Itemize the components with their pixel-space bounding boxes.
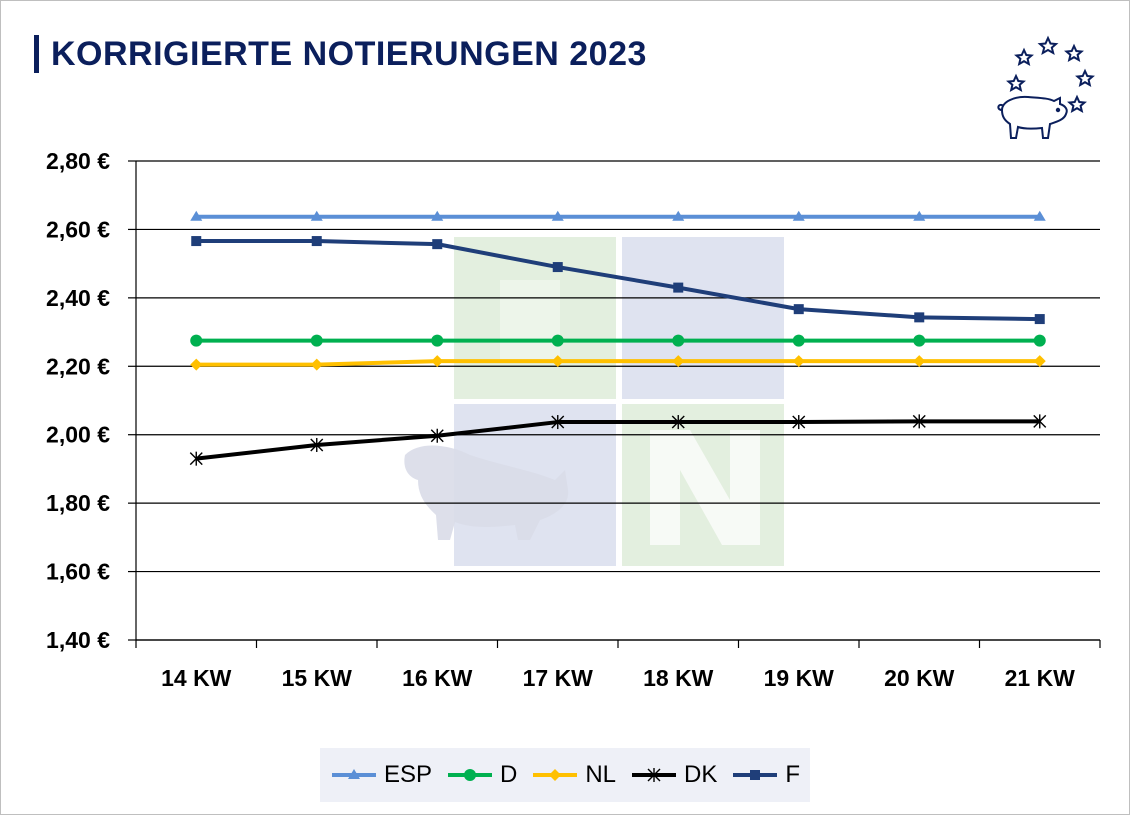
data-point — [1033, 334, 1046, 347]
legend-symbol-icon — [632, 768, 677, 782]
data-point — [310, 437, 324, 452]
data-point — [431, 334, 444, 347]
watermark-logo-icon — [404, 237, 784, 566]
legend-symbol-icon — [447, 769, 492, 781]
data-point — [311, 236, 322, 247]
x-axis-tick-labels: 14 KW 15 KW 16 KW 17 KW 18 KW 19 KW 20 KW 21 KW — [161, 665, 1075, 691]
legend-item-nl: NL — [531, 761, 616, 789]
pig-stars-logo-icon — [997, 35, 1095, 139]
y-tick-label: 1,80 € — [46, 490, 110, 516]
legend-label: D — [499, 761, 518, 788]
data-point — [552, 262, 563, 273]
data-point — [551, 210, 564, 221]
legend-item-esp: ESP — [330, 761, 432, 789]
data-point — [310, 358, 323, 371]
data-point — [431, 210, 444, 221]
legend-symbol-icon — [331, 769, 376, 779]
data-point — [431, 355, 444, 368]
data-point — [190, 358, 203, 371]
series-nl — [190, 355, 1046, 371]
y-tick-label: 2,20 € — [46, 353, 110, 379]
data-point — [913, 355, 926, 368]
data-point — [189, 451, 203, 466]
legend-marker — [347, 769, 360, 779]
legend-label: ESP — [383, 761, 432, 788]
chart-gridlines — [136, 160, 1100, 641]
data-point — [432, 239, 443, 250]
series-line — [196, 419, 1040, 461]
y-tick-label: 1,40 € — [46, 627, 110, 653]
legend-symbol-icon — [533, 769, 578, 781]
data-point — [1033, 414, 1047, 429]
y-axis-tick-labels: 1,40 € 1,60 € 1,80 € 2,00 € 2,20 € 2,40 € 2,60… — [46, 148, 110, 653]
data-point — [793, 304, 804, 315]
data-point — [310, 334, 323, 347]
data-point — [1034, 314, 1045, 325]
title-accent-bar — [34, 35, 39, 73]
x-tick-label: 20 KW — [884, 665, 955, 691]
data-point — [672, 355, 685, 368]
legend-label: DK — [684, 761, 718, 788]
data-point — [792, 334, 805, 347]
data-point — [430, 428, 444, 443]
data-point — [310, 210, 323, 221]
data-point — [190, 210, 203, 221]
data-point — [551, 334, 564, 347]
data-point — [792, 355, 805, 368]
data-point — [191, 236, 202, 247]
legend-marker — [750, 770, 761, 780]
legend-item-f: F — [731, 761, 800, 789]
x-tick-label: 18 KW — [643, 665, 714, 691]
y-tick-label: 1,60 € — [46, 559, 110, 585]
data-point — [913, 210, 926, 221]
data-point — [1033, 210, 1046, 221]
title-block: KORRIGIERTE NOTIERUNGEN 2023 — [34, 32, 647, 76]
series-d — [190, 334, 1046, 347]
page-title: KORRIGIERTE NOTIERUNGEN 2023 — [51, 34, 647, 73]
x-tick-label: 19 KW — [764, 665, 835, 691]
legend-label: NL — [585, 761, 617, 788]
data-point — [913, 334, 926, 347]
x-tick-label: 14 KW — [161, 665, 232, 691]
data-point — [673, 282, 684, 293]
data-point — [672, 210, 685, 221]
series-line — [196, 239, 1040, 322]
legend-symbol-icon — [733, 770, 778, 780]
data-point — [190, 334, 203, 347]
legend-item-dk: DK — [630, 761, 717, 789]
series-line — [196, 359, 1040, 367]
series-f — [191, 236, 1045, 325]
y-tick-label: 2,40 € — [46, 285, 110, 311]
chart-legend: ESP D NL DK F — [320, 748, 810, 802]
data-point — [1033, 355, 1046, 368]
legend-marker — [463, 769, 476, 781]
legend-marker — [549, 769, 562, 781]
data-point — [551, 415, 565, 430]
data-point — [792, 415, 806, 430]
x-tick-label: 17 KW — [523, 665, 594, 691]
data-point — [672, 334, 685, 347]
chart-series — [189, 210, 1047, 466]
data-point — [551, 355, 564, 368]
x-tick-label: 15 KW — [282, 665, 353, 691]
x-tick-label: 16 KW — [402, 665, 473, 691]
series-esp — [190, 210, 1046, 221]
legend-item-d: D — [446, 761, 517, 789]
x-tick-label: 21 KW — [1005, 665, 1076, 691]
y-tick-label: 2,00 € — [46, 422, 110, 448]
y-tick-label: 2,80 € — [46, 148, 110, 174]
data-point — [671, 415, 685, 430]
data-point — [792, 210, 805, 221]
data-point — [912, 414, 926, 429]
legend-marker — [647, 768, 661, 782]
y-tick-label: 2,60 € — [46, 216, 110, 242]
legend-label: F — [785, 761, 801, 788]
series-dk — [189, 414, 1047, 466]
data-point — [914, 312, 925, 323]
chart-axes — [128, 160, 1101, 648]
